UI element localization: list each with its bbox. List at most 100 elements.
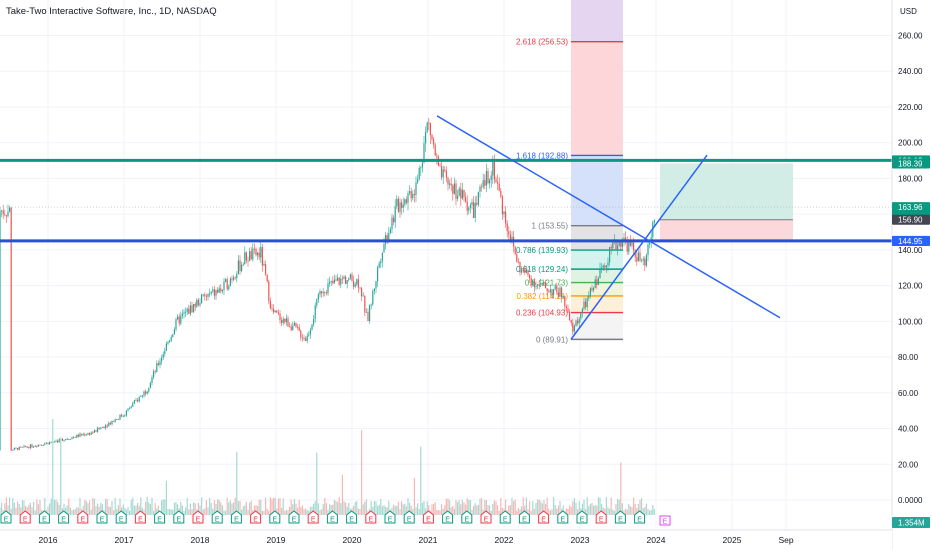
volume-bar (146, 497, 148, 515)
candle-body (329, 281, 331, 284)
earnings-marker (115, 510, 127, 524)
volume-bar (298, 500, 300, 515)
volume-bar (433, 503, 435, 515)
volume-bar (393, 504, 395, 515)
candle-body (338, 277, 340, 285)
candle-body (105, 425, 107, 429)
volume-bar (77, 507, 79, 515)
volume-bar (573, 498, 575, 515)
volume-bar (117, 505, 119, 515)
candle-body (607, 262, 609, 266)
candle-body (519, 261, 521, 273)
candle-body (351, 274, 353, 282)
volume-bar (341, 474, 343, 515)
candle-body (87, 432, 89, 435)
volume-bar (569, 505, 571, 515)
candle-body (127, 408, 129, 411)
earnings-marker-letter: E (292, 517, 297, 524)
candle-body (263, 264, 265, 266)
candle-body (484, 180, 486, 186)
candle-body (341, 278, 343, 280)
earnings-marker (595, 510, 607, 524)
fib-zone-2618 (571, 41, 623, 156)
candle-body (2, 210, 4, 215)
volume-bar (257, 506, 259, 515)
volume-bar (591, 503, 593, 515)
volume-bar (183, 510, 185, 515)
candle-body (234, 277, 236, 279)
volume-bar (417, 503, 419, 515)
volume-bar (172, 509, 174, 515)
candle-body (218, 288, 220, 293)
candle-body (628, 240, 630, 252)
candle-body (204, 294, 206, 296)
candle-body (293, 322, 295, 326)
candle-body (477, 191, 479, 205)
candle-body (324, 292, 326, 293)
volume-bar (548, 508, 550, 515)
candle-body (578, 318, 580, 324)
candle-body (12, 449, 14, 451)
volume-bar (329, 504, 331, 515)
candle-body (273, 308, 275, 313)
time-tick-label: 2016 (39, 535, 58, 545)
volume-bar (97, 503, 99, 515)
volume-bar (593, 505, 595, 515)
candle-body (65, 439, 67, 440)
volume-bar (266, 508, 268, 515)
volume-bar (357, 508, 359, 515)
candle-body (540, 282, 542, 285)
earnings-marker-letter: E (196, 517, 201, 524)
volume-bar (356, 500, 358, 515)
price-label-text: 144.95 (898, 237, 923, 246)
candle-body (476, 202, 478, 205)
volume-bar (473, 505, 475, 515)
volume-bar (463, 502, 465, 515)
candle-body (604, 265, 606, 268)
volume-bar (407, 497, 409, 515)
volume-bar (239, 500, 241, 515)
volume-bar (274, 497, 276, 515)
volume-bar (551, 509, 553, 515)
earnings-marker-letter: E (100, 517, 105, 524)
candle-body (284, 318, 286, 323)
volume-bar (47, 506, 49, 515)
volume-bar (276, 508, 278, 515)
volume-bar (618, 499, 620, 515)
candle-body (370, 304, 372, 306)
price-axis: USD260.00240.00220.00200.00180.00160.001… (891, 0, 932, 550)
volume-bar (353, 505, 355, 515)
candle-body (5, 215, 7, 217)
earnings-marker-letter: E (445, 517, 450, 524)
volume-bar (87, 503, 89, 515)
chart-title: Take-Two Interactive Software, Inc., 1D,… (6, 6, 217, 17)
volume-bar (143, 509, 145, 515)
volume-bar (317, 503, 319, 515)
candle-body (487, 171, 489, 184)
volume-bar (332, 504, 334, 515)
candle-body (553, 289, 555, 295)
volume-bar (311, 506, 313, 515)
candle-body (177, 316, 179, 320)
candle-body (330, 280, 332, 282)
volume-bar (628, 503, 630, 515)
candle-body (381, 252, 383, 262)
volume-bar (634, 503, 636, 515)
volume-bar (124, 507, 126, 515)
candle-body (530, 278, 532, 286)
position-profit-zone (660, 163, 793, 220)
volume-bar (469, 499, 471, 515)
ascending-trendline (570, 154, 708, 340)
long-position-tool (660, 163, 793, 241)
volume-bar (233, 502, 235, 515)
volume-bar (223, 510, 225, 515)
price-tick-label: 220.00 (898, 103, 923, 112)
earnings-marker-letter: E (215, 517, 220, 524)
volume-bar (261, 510, 263, 515)
candle-body (183, 312, 185, 314)
candle-body (407, 193, 409, 203)
candle-body (564, 295, 566, 307)
candle-body (63, 439, 65, 441)
